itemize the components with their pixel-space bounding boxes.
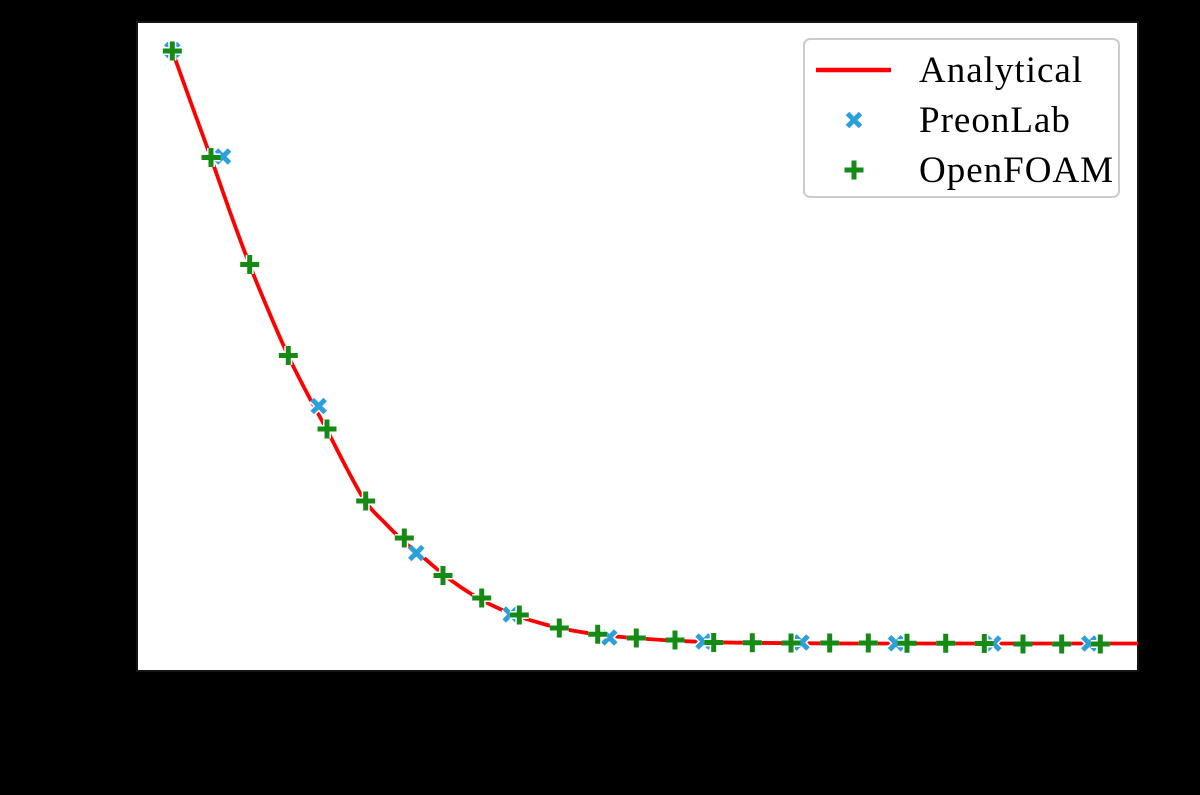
openfoam-marker	[240, 255, 260, 274]
x-marker-icon	[815, 109, 892, 131]
openfoam-marker	[626, 628, 646, 648]
legend: Analytical PreonLab OpenFOAM	[803, 38, 1120, 198]
openfoam-marker	[317, 419, 337, 439]
legend-label-preonlab: PreonLab	[919, 99, 1071, 141]
openfoam-marker	[1013, 634, 1033, 654]
openfoam-marker	[781, 633, 801, 653]
openfoam-marker	[1052, 634, 1072, 654]
openfoam-marker	[433, 566, 453, 585]
preonlab-marker	[310, 397, 327, 415]
openfoam-marker	[278, 346, 298, 365]
legend-item-analytical: Analytical	[805, 45, 1118, 95]
openfoam-marker	[162, 41, 182, 61]
openfoam-marker	[897, 633, 917, 653]
openfoam-marker	[1090, 634, 1110, 654]
preonlab-marker	[408, 544, 425, 562]
analytical-line-swatch	[815, 60, 892, 80]
openfoam-marker	[936, 633, 956, 653]
openfoam-marker	[665, 630, 685, 650]
openfoam-marker	[509, 605, 529, 625]
openfoam-marker	[858, 633, 878, 653]
openfoam-marker	[356, 491, 376, 511]
plus-marker-icon	[815, 158, 892, 182]
preonlab-marker	[887, 635, 905, 652]
openfoam-marker	[201, 148, 221, 167]
legend-label-openfoam: OpenFOAM	[919, 149, 1115, 191]
openfoam-marker	[820, 633, 840, 653]
openfoam-marker	[588, 624, 608, 644]
openfoam-marker	[704, 633, 724, 652]
openfoam-marker	[974, 634, 994, 653]
legend-item-preonlab: PreonLab	[805, 95, 1118, 145]
openfoam-marker	[472, 588, 492, 608]
openfoam-marker	[742, 633, 762, 653]
legend-label-analytical: Analytical	[919, 49, 1084, 91]
legend-item-openfoam: OpenFOAM	[805, 145, 1118, 195]
openfoam-marker	[549, 618, 569, 638]
openfoam-marker	[394, 528, 414, 548]
